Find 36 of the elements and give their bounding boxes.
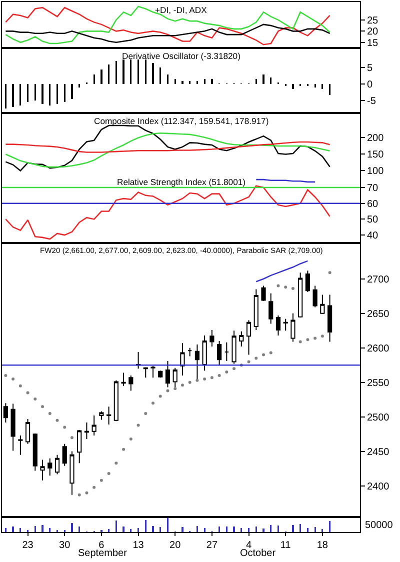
y-tick-label: 20 bbox=[367, 26, 379, 38]
text: September bbox=[78, 548, 128, 559]
chart-title: +DI, -DI, ADX bbox=[155, 5, 208, 15]
y-tick-label: 2700 bbox=[367, 274, 390, 286]
chart-title: Relative Strength Index (51.8001) bbox=[117, 177, 246, 187]
y-tick-label: 5 bbox=[367, 63, 373, 74]
x-tick-label: 30 bbox=[59, 540, 71, 551]
y-tick-label: 60 bbox=[367, 198, 379, 210]
text: 50000 bbox=[365, 520, 394, 531]
x-tick-label: 6 bbox=[98, 540, 105, 551]
y-tick-label: 25 bbox=[367, 15, 379, 26]
y-tick-label: 2600 bbox=[367, 343, 390, 354]
y-tick-label: 200 bbox=[367, 133, 384, 144]
y-tick-label: 2550 bbox=[367, 378, 390, 389]
y-tick-label: 2500 bbox=[367, 412, 390, 424]
y-tick-label: 0 bbox=[367, 80, 373, 91]
y-tick-label: -5 bbox=[367, 96, 376, 108]
chart-title: Derivative Oscillator (-3.31820) bbox=[122, 51, 241, 61]
y-tick-label: 2650 bbox=[367, 308, 390, 320]
chart-title: Composite Index (112.347, 159.541, 178.917) bbox=[94, 116, 269, 126]
y-tick-label: 2450 bbox=[367, 446, 390, 458]
y-tick-label: 40 bbox=[367, 230, 379, 242]
y-tick-label: 50 bbox=[367, 214, 379, 226]
y-tick-label: 15 bbox=[367, 38, 379, 49]
x-tick-label: 27 bbox=[206, 540, 218, 551]
x-tick-label: 23 bbox=[22, 540, 34, 551]
y-tick-label: 70 bbox=[367, 182, 379, 194]
y-tick-label: 150 bbox=[367, 150, 384, 161]
x-tick-label: 18 bbox=[316, 540, 328, 551]
x-tick-label: 20 bbox=[170, 540, 182, 551]
y-tick-label: 100 bbox=[367, 166, 384, 178]
x-tick-label: 4 bbox=[246, 540, 252, 551]
x-tick-label: 13 bbox=[132, 540, 144, 551]
text: October bbox=[240, 548, 276, 559]
x-tick-label: 11 bbox=[280, 540, 292, 551]
y-tick-label: 2400 bbox=[367, 481, 390, 492]
